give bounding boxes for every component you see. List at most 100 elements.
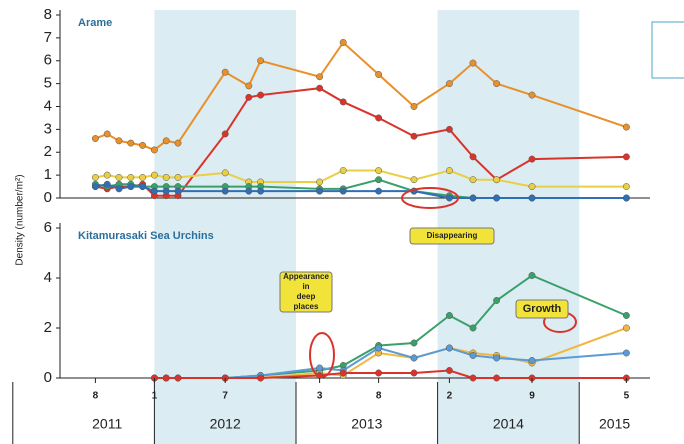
x-tick-label: 9 [529,391,535,402]
data-point [469,324,477,332]
legend-box [651,21,684,79]
data-point [375,176,383,184]
annotation-line: places [294,302,319,311]
callout-box [409,227,495,245]
data-point [162,173,170,181]
annotation: Growth [523,303,562,315]
data-point [410,369,418,377]
data-point [528,183,536,191]
y-tick-label: 5 [44,75,52,92]
y-tick-label: 0 [44,189,52,206]
y-tick-label: 2 [44,319,52,336]
data-point [221,187,229,195]
x-tick-label: 2 [447,391,453,402]
data-point [528,194,536,202]
data-point [469,352,477,359]
data-point [162,374,170,382]
data-point [150,187,158,195]
y-tick-label: 6 [44,219,52,236]
year-label: 2011 [92,416,122,432]
data-point [410,103,418,110]
data-point [469,194,477,202]
data-point [493,176,501,184]
annotation: Disappearing [427,231,478,240]
data-point [162,137,170,145]
data-point [316,178,324,186]
callout-ring [401,187,459,209]
data-point [445,312,453,319]
data-point [150,146,158,154]
data-point [257,57,265,65]
data-point [139,183,147,191]
data-point [174,374,182,382]
data-point [622,153,630,161]
callout-ring [309,332,335,378]
data-point [445,194,453,202]
data-point [410,354,418,362]
data-point [103,130,111,138]
data-point [493,374,501,382]
data-point [445,125,453,133]
annotation-line: Appearance [283,272,329,281]
data-point [115,173,123,181]
data-point [469,374,477,382]
data-point [375,167,383,175]
y-tick-label: 4 [44,97,52,114]
data-point [316,364,324,372]
x-tick-label: 8 [93,391,99,402]
y-tick-label: 4 [44,269,52,286]
data-point [339,167,347,175]
year-band [437,10,580,444]
y-tick-label: 8 [44,6,52,23]
data-point [103,171,111,179]
data-point [174,139,182,147]
data-point [469,176,477,184]
y-tick-label: 2 [44,143,52,160]
data-point [127,139,135,147]
x-tick-label: 8 [376,391,382,402]
data-point [139,173,147,181]
data-point [445,80,453,88]
data-point [162,187,170,195]
data-point [316,73,324,81]
data-point [115,185,123,193]
data-point [410,339,418,347]
data-point [245,82,253,90]
callout-box [279,271,333,313]
data-point [257,187,265,195]
year-band [154,10,296,444]
data-point [221,169,229,177]
data-point [257,374,265,382]
data-point [316,84,324,92]
year-label: 2012 [210,416,241,432]
data-point [622,312,630,319]
data-point [493,354,501,362]
data-point [528,91,536,99]
data-point [221,68,229,76]
annotation-line: in [302,282,309,291]
x-tick-label: 1 [152,391,158,402]
data-point [115,137,123,145]
callout-box [515,299,569,319]
y-axis-label: Density (number/m²) [15,174,26,265]
data-point [316,187,324,195]
data-point [339,187,347,195]
panel-title: Arame [78,17,112,29]
data-point [622,324,630,332]
data-point [257,91,265,99]
x-tick-label: 5 [624,391,630,402]
series-line [154,369,627,379]
y-tick-label: 1 [44,166,52,183]
data-point [375,369,383,377]
data-point [445,367,453,374]
data-point [622,194,630,202]
annotation-line: deep [297,292,316,301]
data-point [174,187,182,195]
data-point [139,141,147,149]
data-point [221,130,229,138]
data-point [245,187,253,195]
data-point [493,194,501,202]
bands [154,10,580,444]
